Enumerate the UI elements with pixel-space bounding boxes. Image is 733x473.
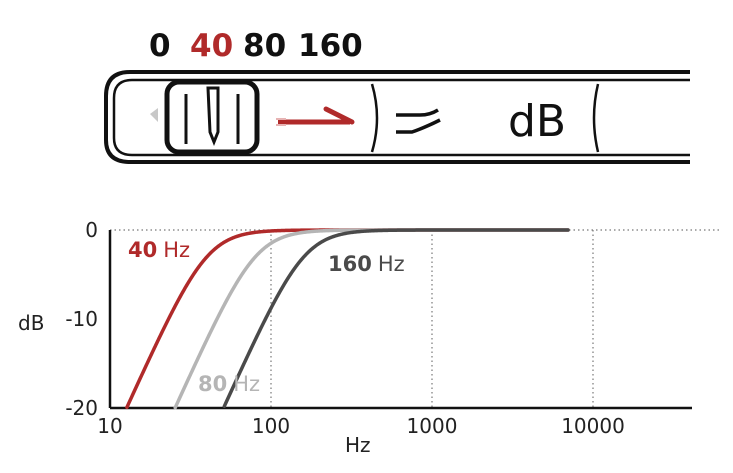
highpass-filter-icon [396, 108, 441, 134]
chart-ticks: 10 100 1000 10000 0 -10 -20 [65, 218, 624, 438]
series-label-160hz: 160 Hz [328, 252, 405, 276]
x-tick-label-100: 100 [252, 414, 290, 438]
position-label-40[interactable]: 40 [190, 28, 233, 64]
series-label-unit: Hz [163, 238, 190, 262]
unit-label: dB [508, 96, 566, 147]
x-tick-label-10000: 10000 [561, 414, 625, 438]
chart-curves [125, 228, 570, 410]
y-axis-title: dB [18, 311, 44, 335]
knob-icon[interactable] [150, 79, 260, 155]
position-label-0[interactable]: 0 [149, 28, 171, 64]
position-label-80[interactable]: 80 [243, 28, 286, 64]
y-tick-label--10: -10 [65, 307, 98, 331]
y-tick-label-0: 0 [85, 218, 98, 242]
series-label-unit: Hz [378, 252, 405, 276]
x-axis-title: Hz [345, 433, 371, 457]
separator-left [370, 83, 379, 153]
y-tick-label--20: -20 [65, 396, 98, 420]
series-label-number: 80 [198, 372, 227, 396]
series-label-unit: Hz [233, 372, 260, 396]
x-tick-label-1000: 1000 [407, 414, 458, 438]
x-tick-label-10: 10 [97, 414, 122, 438]
series-label-number: 40 [128, 238, 157, 262]
switch-body-outline [104, 70, 690, 164]
filter-switch: 0 40 80 160 dB [104, 28, 690, 164]
switch-track [112, 78, 690, 157]
series-label-80hz: 80 Hz [198, 372, 260, 396]
separator-right [592, 83, 600, 153]
position-label-160[interactable]: 160 [298, 28, 363, 64]
arrow-right-icon [276, 106, 355, 126]
chart-axes [108, 230, 692, 410]
series-label-number: 160 [328, 252, 372, 276]
curve-160hz [222, 228, 570, 409]
series-label-40hz: 40 Hz [128, 238, 190, 262]
